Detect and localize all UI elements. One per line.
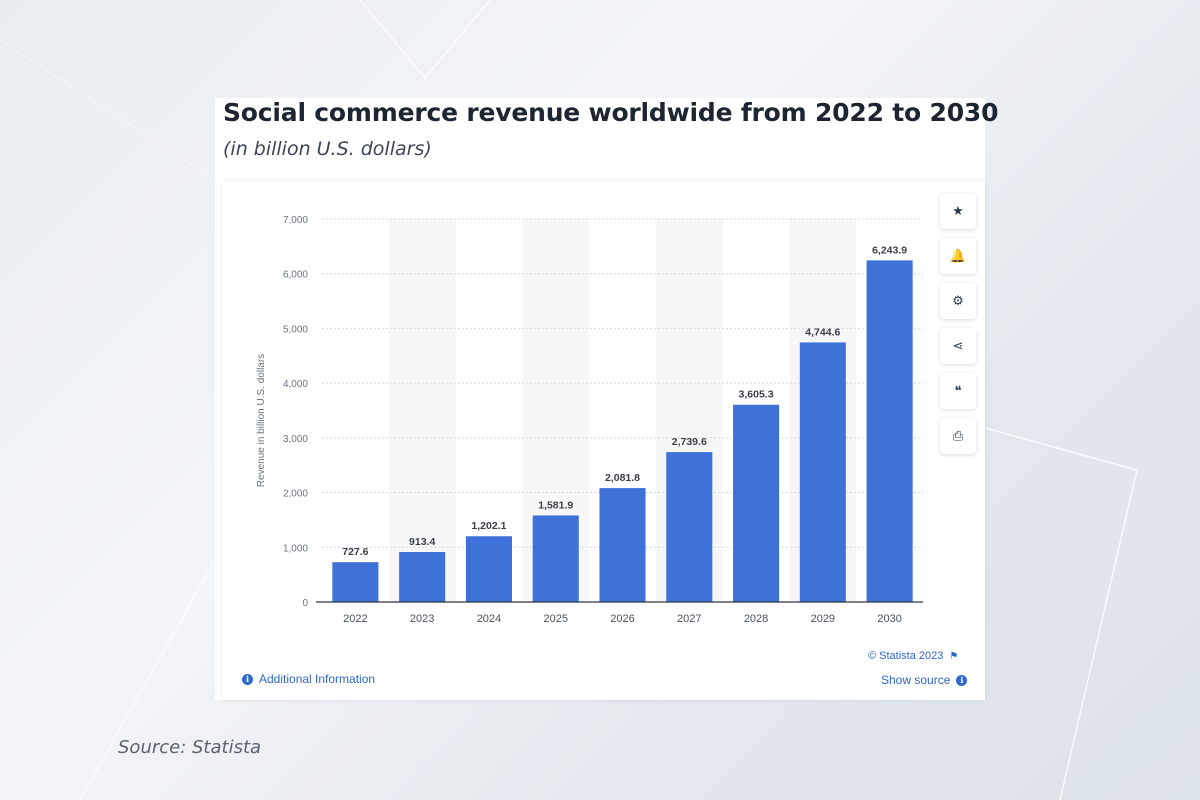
chart-title: Social commerce revenue worldwide from 2… <box>223 98 999 127</box>
x-tick-label: 2029 <box>811 613 835 625</box>
chart-toolbar: ★ 🔔 ⚙ ⋖ ❝ ⎙ <box>940 193 978 463</box>
data-label: 2,081.8 <box>605 472 640 484</box>
bar <box>399 552 446 602</box>
bar <box>666 452 713 602</box>
data-label: 4,744.6 <box>805 326 840 338</box>
bar-chart: 0 1,000 2,000 3,000 4,000 5,000 6,000 7,000 Reve… <box>256 215 923 625</box>
additional-information-link[interactable]: i Additional Information <box>242 672 375 686</box>
x-tick-label: 2023 <box>410 613 434 625</box>
y-tick-label: 0 <box>302 598 308 609</box>
bar <box>332 562 379 602</box>
x-tick-label: 2027 <box>677 613 701 625</box>
y-tick-label: 6,000 <box>283 270 308 281</box>
print-button[interactable]: ⎙ <box>940 418 976 454</box>
cite-button[interactable]: ❝ <box>940 373 976 409</box>
column-stripe <box>388 219 456 602</box>
data-label: 913.4 <box>409 536 435 548</box>
x-tick-label: 2025 <box>543 613 567 625</box>
data-label: 1,202.1 <box>471 520 506 532</box>
star-button[interactable]: ★ <box>940 193 976 229</box>
x-tick-label: 2022 <box>343 613 367 625</box>
x-tick-label: 2030 <box>877 613 901 625</box>
print-icon: ⎙ <box>952 428 964 444</box>
x-tick-label: 2026 <box>610 613 634 625</box>
chart-card: Social commerce revenue worldwide from 2… <box>215 98 998 700</box>
share-icon: ⋖ <box>952 338 964 354</box>
bell-button[interactable]: 🔔 <box>940 238 976 274</box>
data-label: 3,605.3 <box>739 389 774 401</box>
data-label: 6,243.9 <box>872 244 907 256</box>
star-icon: ★ <box>952 203 964 219</box>
info-icon: i <box>956 674 968 686</box>
copyright-label: © Statista 2023 <box>868 650 944 662</box>
show-source-label: Show source <box>881 673 951 687</box>
y-tick-label: 4,000 <box>283 379 308 390</box>
bell-icon: 🔔 <box>949 248 967 264</box>
data-label: 2,739.6 <box>672 436 707 448</box>
share-button[interactable]: ⋖ <box>940 328 976 364</box>
data-label: 727.6 <box>342 546 368 558</box>
y-tick-label: 1,000 <box>283 543 308 554</box>
bar <box>465 536 512 602</box>
cite-icon: ❝ <box>954 383 962 399</box>
y-tick-label: 5,000 <box>283 324 308 335</box>
additional-information-label: Additional Information <box>259 672 376 686</box>
settings-button[interactable]: ⚙ <box>940 283 976 319</box>
y-tick-label: 7,000 <box>283 215 308 226</box>
source-caption: Source: Statista <box>118 737 262 758</box>
show-source-link[interactable]: Show source i <box>881 673 968 687</box>
chart-subtitle: (in billion U.S. dollars) <box>223 138 432 160</box>
bar <box>733 404 780 602</box>
info-icon: i <box>242 673 253 685</box>
y-axis-title: Revenue in billion U.S. dollars <box>256 354 267 487</box>
y-tick-label: 2,000 <box>283 489 308 500</box>
bar <box>866 260 913 602</box>
flag-icon: ⚑ <box>949 650 959 662</box>
y-tick-label: 3,000 <box>283 434 308 445</box>
settings-icon: ⚙ <box>952 293 964 309</box>
copyright-statista[interactable]: © Statista 2023 ⚑ <box>868 650 958 662</box>
x-tick-label: 2024 <box>477 613 501 625</box>
bar <box>599 488 646 602</box>
bar <box>532 515 579 602</box>
x-tick-label: 2028 <box>744 613 768 625</box>
data-label: 1,581.9 <box>538 499 573 511</box>
bar <box>799 342 846 602</box>
chart-panel: 0 1,000 2,000 3,000 4,000 5,000 6,000 7,000 Reve… <box>222 181 985 700</box>
